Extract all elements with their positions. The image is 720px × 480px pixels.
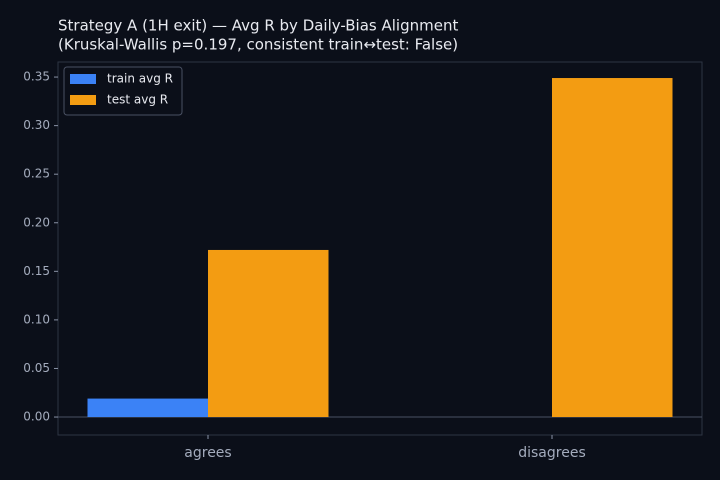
- y-tick-label: 0.25: [23, 167, 50, 181]
- legend-swatch: [70, 74, 96, 84]
- y-tick-label: 0.15: [23, 264, 50, 278]
- legend-label: train avg R: [107, 72, 173, 86]
- bar: [552, 78, 673, 418]
- chart-subtitle: (Kruskal-Wallis p=0.197, consistent trai…: [58, 36, 458, 54]
- y-tick-label: 0.35: [23, 70, 50, 84]
- y-tick-label: 0.05: [23, 361, 50, 375]
- y-tick-label: 0.00: [23, 410, 50, 424]
- y-tick-label: 0.20: [23, 215, 50, 229]
- chart-title: Strategy A (1H exit) — Avg R by Daily-Bi…: [58, 17, 458, 35]
- y-tick-label: 0.30: [23, 118, 50, 132]
- x-tick-label: agrees: [184, 445, 231, 461]
- y-tick-label: 0.10: [23, 312, 50, 326]
- plot-frame: [57, 61, 703, 436]
- bar: [208, 249, 329, 418]
- x-tick-label: disagrees: [518, 445, 586, 461]
- bar: [87, 398, 208, 418]
- legend-swatch: [70, 95, 96, 105]
- legend-label: test avg R: [107, 93, 168, 107]
